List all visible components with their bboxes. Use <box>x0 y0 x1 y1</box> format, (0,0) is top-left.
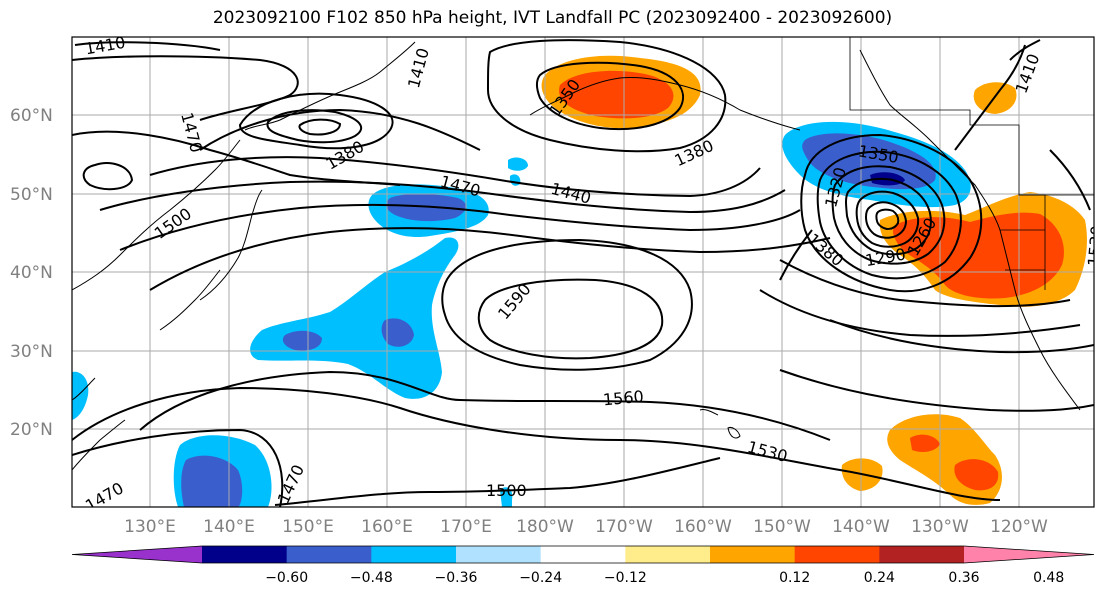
lon-label: 120°W <box>990 517 1048 537</box>
lat-label: 40°N <box>10 263 53 283</box>
lon-label: 170°E <box>440 517 492 537</box>
ivt-negative-region <box>72 371 89 420</box>
lon-label: 160°W <box>674 517 732 537</box>
colorbar-tick-label: −0.60 <box>265 570 308 586</box>
political-borders <box>849 37 1094 290</box>
contour-label: 1500 <box>486 481 527 500</box>
ivt-positive-region <box>893 212 1064 299</box>
colorbar-segment <box>710 546 796 563</box>
colorbar-segment <box>625 546 711 563</box>
ivt-positive-region <box>559 70 674 119</box>
latitude-labels: 60°N 50°N 40°N 30°N 20°N <box>10 106 53 440</box>
ivt-negative-region <box>500 487 513 507</box>
colorbar-tick-label: −0.24 <box>519 570 562 586</box>
colorbar: −0.60 −0.48 −0.36 −0.24 −0.12 0.12 0.24 0.36 0.4… <box>71 545 1095 586</box>
contour-label: 1470 <box>82 478 127 515</box>
contour-label: 1530 <box>1084 225 1105 267</box>
colorbar-tick-label: −0.36 <box>435 570 478 586</box>
map-frame <box>71 36 1095 508</box>
colorbar-segment <box>371 546 457 563</box>
colorbar-segment <box>286 546 372 563</box>
colorbar-extend-max <box>964 546 1094 563</box>
lon-label: 160°E <box>361 517 413 537</box>
lat-label: 30°N <box>10 342 53 362</box>
colorbar-segment <box>456 546 542 563</box>
colorbar-tick-label: −0.12 <box>604 570 647 586</box>
lon-label: 130°W <box>911 517 969 537</box>
colorbar-tick-label: 0.48 <box>1033 570 1064 586</box>
colorbar-tick-label: 0.24 <box>864 570 895 586</box>
contour-label: 1470 <box>274 462 308 507</box>
lon-label: 140°W <box>832 517 890 537</box>
ivt-negative-region <box>250 237 459 399</box>
colorbar-tick-label: −0.48 <box>350 570 393 586</box>
contour-label: 1410 <box>1012 51 1044 96</box>
colorbar-segment <box>202 546 288 563</box>
lon-label: 150°W <box>753 517 811 537</box>
longitude-labels: 130°E 140°E 150°E 160°E 170°E 180°W 170°… <box>124 517 1048 537</box>
colorbar-segment <box>794 546 880 563</box>
colorbar-extend-min <box>72 546 202 563</box>
contour-label: 1380 <box>672 136 717 170</box>
ivt-positive-region <box>954 459 999 491</box>
colorbar-tick-label: 0.12 <box>779 570 810 586</box>
ivt-negative-region <box>181 455 243 507</box>
lat-label: 50°N <box>10 185 53 205</box>
ivt-positive-region <box>887 414 1002 505</box>
contour-label: 1470 <box>177 110 206 154</box>
contour-label: 1530 <box>745 437 789 466</box>
lon-label: 150°E <box>282 517 334 537</box>
lat-label: 60°N <box>10 106 53 126</box>
height-contours <box>72 39 1094 507</box>
ivt-negative-region <box>509 174 521 186</box>
colorbar-outline <box>71 545 1095 564</box>
colorbar-tick-label: 0.36 <box>948 570 979 586</box>
colorbar-segment <box>540 546 626 563</box>
contour-label: 1410 <box>404 46 433 90</box>
contour-label: 1410 <box>83 33 126 59</box>
ivt-positive-region <box>910 434 940 452</box>
lon-label: 130°E <box>124 517 176 537</box>
map-title: 2023092100 F102 850 hPa height, IVT Land… <box>212 8 893 28</box>
ivt-negative-region <box>802 133 936 190</box>
ivt-negative-region <box>282 330 322 351</box>
ivt-shading <box>72 55 1087 507</box>
lon-label: 170°W <box>595 517 653 537</box>
ivt-negative-region <box>508 157 528 171</box>
contour-label: 1590 <box>494 280 535 323</box>
colorbar-segment <box>879 546 965 563</box>
contour-label: 1560 <box>602 387 644 409</box>
ivt-negative-region <box>381 318 414 347</box>
lon-label: 140°E <box>203 517 255 537</box>
lat-label: 20°N <box>10 420 53 440</box>
contour-label: 1500 <box>151 204 195 243</box>
lon-label: 180°W <box>516 517 574 537</box>
coastlines <box>72 41 1081 471</box>
